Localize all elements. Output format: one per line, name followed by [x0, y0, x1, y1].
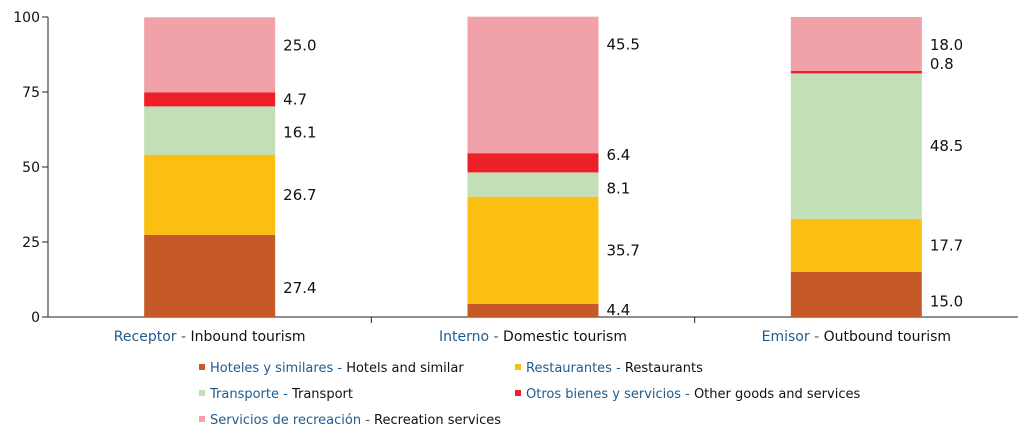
bar-segment [790, 17, 922, 71]
legend: Hoteles y similares - Hotels and similar… [199, 361, 860, 428]
data-label: 4.7 [283, 90, 307, 108]
data-label: 0.8 [930, 55, 954, 73]
legend-entry: Hoteles y similares - Hotels and similar [210, 361, 464, 376]
data-labels: 27.4 26.7 16.1 4.7 25.0 4.4 35.7 8.1 6.4 45.5 15.0… [283, 36, 963, 319]
bar-segment [467, 153, 599, 173]
x-axis-labels: Receptor - Inbound tourism Interno - Dome… [114, 329, 951, 345]
x-category-label: Emisor - Outbound tourism [762, 329, 951, 345]
data-label: 25.0 [283, 36, 316, 54]
bar-segment [790, 218, 922, 272]
bar-segment [790, 73, 922, 219]
bar-segment [144, 106, 276, 155]
bar-segment [144, 234, 276, 317]
y-tick-label: 0 [31, 310, 40, 326]
bar-segment [467, 172, 599, 197]
legend-swatch [199, 390, 205, 396]
x-category-label: Receptor - Inbound tourism [114, 329, 306, 345]
data-label: 6.4 [607, 146, 631, 164]
bar-segment [144, 154, 276, 235]
bar-segment [467, 16, 599, 154]
legend-entry: Transporte - Transport [209, 387, 353, 402]
data-label: 16.1 [283, 124, 316, 142]
legend-swatch [515, 390, 521, 396]
bar-segment [467, 196, 599, 304]
x-category-label: Interno - Domestic tourism [439, 329, 627, 345]
bars [144, 16, 922, 317]
data-label: 26.7 [283, 186, 316, 204]
bar-segment [790, 272, 922, 317]
legend-entry: Otros bienes y servicios - Other goods a… [526, 387, 860, 402]
data-label: 45.5 [607, 36, 640, 54]
data-label: 8.1 [607, 180, 631, 198]
y-tick-label: 50 [22, 160, 40, 176]
y-tick-label: 75 [22, 85, 40, 101]
data-label: 48.5 [930, 137, 963, 155]
data-label: 35.7 [607, 241, 640, 259]
legend-swatch [199, 364, 205, 370]
data-label: 17.7 [930, 236, 963, 254]
legend-swatch [515, 364, 521, 370]
data-label: 27.4 [283, 279, 316, 297]
data-label: 15.0 [930, 292, 963, 310]
data-label: 4.4 [607, 301, 631, 319]
bar-segment [144, 92, 276, 107]
bar-segment [790, 71, 922, 74]
y-tick-label: 25 [22, 235, 40, 251]
legend-entry: Restaurantes - Restaurants [526, 361, 703, 376]
legend-swatch [199, 416, 205, 422]
legend-entry: Servicios de recreación - Recreation ser… [210, 413, 501, 428]
bar-segment [144, 17, 276, 93]
y-tick-label: 100 [13, 10, 40, 26]
bar-segment [467, 303, 599, 317]
data-label: 18.0 [930, 36, 963, 54]
